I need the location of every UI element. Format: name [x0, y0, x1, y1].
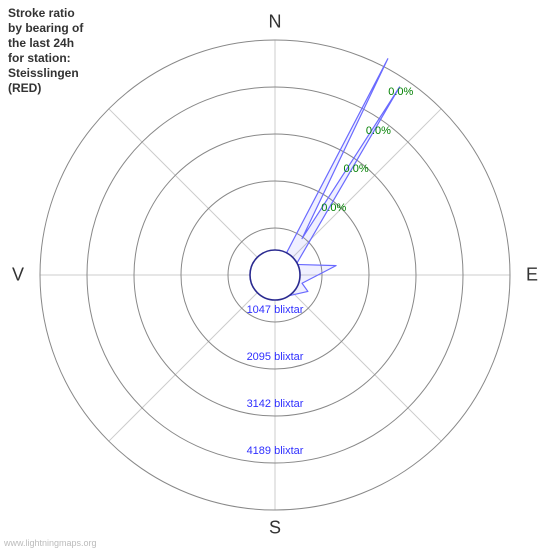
attribution-text: www.lightningmaps.org: [4, 538, 97, 548]
compass-n: N: [269, 12, 282, 33]
compass-e: E: [526, 265, 538, 286]
compass-s: S: [269, 518, 281, 539]
ring-label-0: 1047 blixtar: [247, 304, 304, 316]
ring-label-2: 3142 blixtar: [247, 398, 304, 410]
compass-v: V: [12, 265, 24, 286]
pct-label-2: 0.0%: [366, 125, 391, 137]
polar-chart: [0, 0, 550, 550]
ring-label-3: 4189 blixtar: [247, 445, 304, 457]
pct-label-1: 0.0%: [344, 163, 369, 175]
ring-label-1: 2095 blixtar: [247, 351, 304, 363]
pct-label-3: 0.0%: [388, 86, 413, 98]
pct-label-0: 0.0%: [321, 202, 346, 214]
